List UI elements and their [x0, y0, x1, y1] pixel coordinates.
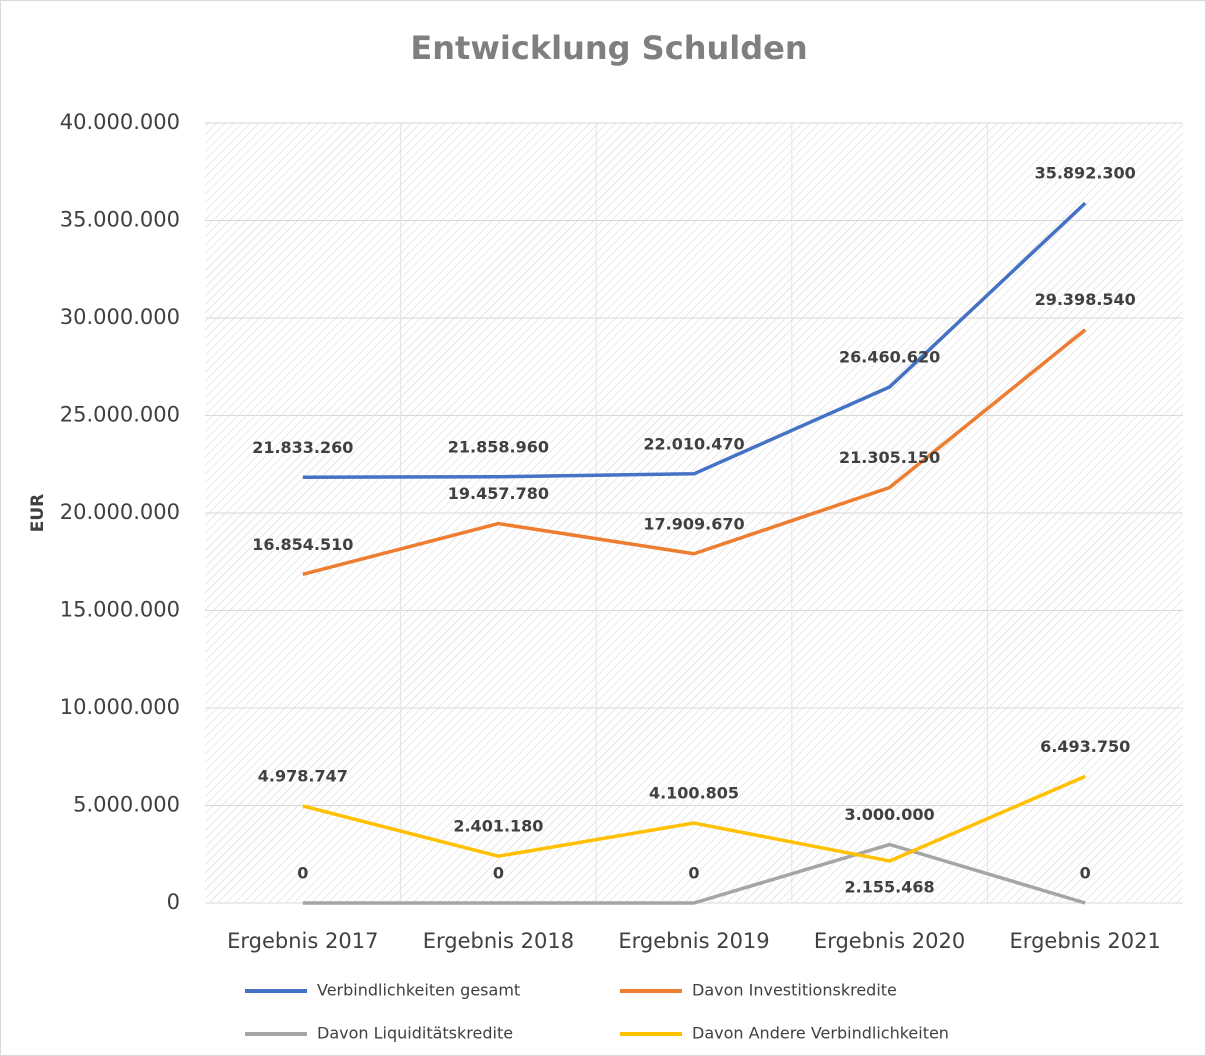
data-label: 29.398.540: [1035, 290, 1136, 309]
data-label: 17.909.670: [643, 514, 744, 533]
y-tick-label: 5.000.000: [73, 793, 180, 817]
data-label: 3.000.000: [845, 805, 935, 824]
series-line: [302, 328, 1087, 577]
data-label: 6.493.750: [1040, 737, 1130, 756]
x-tick-label: Ergebnis 2020: [814, 929, 965, 953]
data-label: 0: [297, 864, 308, 883]
data-label: 4.978.747: [258, 766, 348, 785]
y-tick-label: 30.000.000: [60, 305, 180, 329]
data-label: 0: [493, 864, 504, 883]
data-label: 21.858.960: [448, 437, 549, 456]
data-label: 26.460.620: [839, 348, 940, 367]
data-label: 0: [688, 864, 699, 883]
data-label: 4.100.805: [649, 784, 739, 803]
data-label: 2.401.180: [453, 817, 543, 836]
y-tick-label: 0: [167, 890, 180, 914]
series-line: [302, 842, 1086, 905]
data-label: 35.892.300: [1035, 164, 1136, 183]
y-tick-label: 15.000.000: [60, 598, 180, 622]
data-label: 22.010.470: [643, 434, 744, 453]
series-line: [302, 774, 1086, 863]
y-tick-label: 35.000.000: [60, 208, 180, 232]
data-label: 21.305.150: [839, 448, 940, 467]
data-label: 19.457.780: [448, 484, 549, 503]
series-line: [302, 201, 1087, 480]
data-label: 16.854.510: [252, 535, 353, 554]
legend-label: Davon Investitionskredite: [692, 981, 897, 1000]
data-label: 0: [1080, 864, 1091, 883]
y-tick-label: 10.000.000: [60, 695, 180, 719]
y-axis-label: EUR: [28, 494, 48, 533]
x-tick-label: Ergebnis 2019: [618, 929, 769, 953]
legend-label: Verbindlichkeiten gesamt: [317, 981, 520, 1000]
legend-label: Davon Liquiditätskredite: [317, 1024, 513, 1043]
legend-label: Davon Andere Verbindlichkeiten: [692, 1024, 949, 1043]
data-label: 2.155.468: [845, 877, 935, 896]
y-tick-label: 40.000.000: [60, 110, 180, 134]
x-tick-label: Ergebnis 2018: [423, 929, 574, 953]
y-tick-label: 25.000.000: [60, 403, 180, 427]
data-label: 21.833.260: [252, 438, 353, 457]
x-tick-label: Ergebnis 2017: [227, 929, 378, 953]
y-tick-label: 20.000.000: [60, 500, 180, 524]
x-tick-label: Ergebnis 2021: [1010, 929, 1161, 953]
chart-title: Entwicklung Schulden: [410, 29, 807, 67]
